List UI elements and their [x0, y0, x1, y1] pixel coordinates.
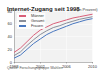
- svg-text:20: 20: [8, 47, 13, 52]
- svg-text:Männer: Männer: [31, 14, 45, 18]
- svg-text:(in Prozent): (in Prozent): [77, 7, 98, 12]
- svg-text:60: 60: [8, 21, 13, 26]
- svg-text:40: 40: [8, 34, 13, 39]
- svg-text:Quelle: Forschungsgruppe Wahle: Quelle: Forschungsgruppe Wahlen: [7, 66, 62, 70]
- svg-text:Gesamt: Gesamt: [31, 19, 45, 23]
- svg-text:0: 0: [9, 59, 12, 65]
- svg-text:2010: 2010: [88, 64, 98, 69]
- svg-text:2006: 2006: [62, 64, 72, 69]
- svg-text:Internet-Zugang seit 1998: Internet-Zugang seit 1998: [7, 6, 80, 12]
- svg-text:Frauen: Frauen: [31, 24, 43, 28]
